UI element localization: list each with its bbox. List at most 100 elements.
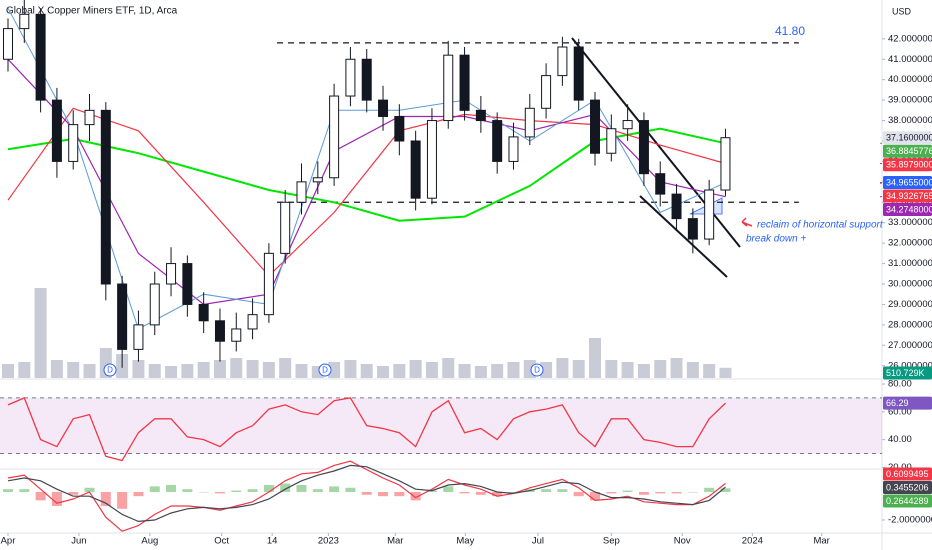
macd-histogram-bar: [573, 491, 584, 497]
volume-bar: [719, 367, 732, 378]
candle-body: [590, 99, 601, 154]
volume-bar: [442, 358, 455, 378]
macd-histogram-bar: [247, 489, 258, 492]
dividend-letter: D: [322, 366, 328, 375]
macd-histogram-bar: [459, 491, 470, 494]
price-label: 66.29: [886, 398, 909, 408]
candle-body: [263, 252, 274, 316]
volume-bar: [686, 362, 699, 378]
volume-bar: [165, 366, 178, 378]
dividend-marker[interactable]: D: [103, 363, 117, 377]
macd-histogram-bar: [296, 484, 307, 492]
candle-body: [655, 173, 666, 195]
volume-bar: [540, 362, 553, 378]
dividend-circle: [318, 363, 332, 377]
volume-bar: [344, 360, 357, 378]
candle-body: [671, 193, 682, 220]
volume-bar: [18, 362, 31, 378]
macd-histogram-bar: [35, 491, 46, 501]
macd-histogram-bar: [687, 491, 698, 493]
x-tick-label: Mar: [387, 536, 403, 547]
macd-histogram-bar: [117, 491, 128, 509]
macd-histogram-bar: [361, 491, 372, 495]
candle-body: [198, 303, 209, 322]
macd-histogram-bar: [329, 486, 340, 492]
candle-body: [638, 120, 649, 175]
macd-histogram-bar: [198, 491, 209, 493]
candle-body: [557, 46, 568, 77]
candle-body: [166, 263, 177, 285]
macd-line: [7, 460, 726, 532]
x-tick-label: 2023: [318, 536, 339, 547]
macd-histogram-bar: [655, 491, 666, 494]
candle-body: [214, 320, 225, 342]
macd-line: [7, 464, 726, 523]
candle-body: [394, 115, 405, 142]
price-label-box: [883, 144, 932, 158]
candle-body: [84, 109, 95, 126]
volume-bar: [148, 364, 161, 378]
macd-histogram-bar: [606, 491, 617, 494]
candle-body: [720, 137, 731, 191]
macd-histogram-bar: [638, 491, 649, 495]
x-tick-label: Jun: [71, 536, 86, 547]
candle-body: [426, 120, 437, 199]
macd-histogram-bar: [280, 483, 291, 492]
candle-body: [573, 46, 584, 101]
candle-body: [524, 107, 535, 138]
macd-histogram-bar: [720, 488, 731, 492]
price-label: 36.8845776: [886, 146, 932, 156]
back-layer: [1, 288, 732, 378]
y-tick-label: 29.0000000: [888, 299, 932, 310]
volume-bar: [328, 362, 341, 378]
macd-histogram-bar: [312, 489, 323, 492]
candle-body: [117, 283, 128, 350]
price-label-box: [883, 494, 932, 508]
candle-body: [606, 128, 617, 154]
candle-body: [475, 109, 486, 122]
price-label-box: [883, 467, 932, 481]
price-label-box: [883, 158, 932, 172]
candle-body: [312, 177, 323, 183]
candle-body: [492, 120, 503, 162]
macd-histogram-bar: [182, 489, 193, 492]
candle-body: [345, 58, 356, 97]
candle-body: [133, 324, 144, 350]
volume-bar: [425, 362, 438, 378]
macd-histogram-bar: [557, 489, 568, 492]
candle-body: [51, 99, 62, 162]
dividend-marker[interactable]: D: [530, 363, 544, 377]
annotation-arrow: [741, 217, 753, 227]
candle-body: [68, 124, 79, 162]
y-tick-label: 32.0000000: [888, 238, 932, 249]
x-tick-label: May: [456, 536, 474, 547]
macd-histogram-bar: [622, 490, 633, 492]
candle-body: [280, 201, 291, 254]
y-tick-label: 38.0000000: [888, 115, 932, 126]
candle-body: [443, 54, 454, 122]
y-tick-label: 33.0000000: [888, 217, 932, 228]
macd-histogram-bar: [2, 489, 13, 492]
macd-histogram-bar: [426, 490, 437, 492]
candle-body: [704, 189, 715, 240]
candle-body: [541, 75, 552, 109]
volume-bar: [132, 360, 145, 378]
volume-bar: [670, 358, 683, 378]
candle-body: [2, 28, 13, 60]
volume-bar: [589, 338, 602, 378]
macd-histogram-bar: [231, 490, 242, 492]
price-label: 37.1600000: [886, 133, 932, 143]
volume-bar: [409, 360, 422, 378]
macd-histogram-bar: [394, 491, 405, 497]
candle-body: [182, 263, 193, 305]
annotation: 41.80: [775, 24, 805, 38]
price-label: 0.2644289: [886, 496, 929, 506]
y-tick-label: 42.0000000: [888, 33, 932, 44]
macd-histogram-bar: [443, 486, 454, 492]
currency-label[interactable]: USD: [892, 6, 912, 16]
dividend-marker[interactable]: D: [318, 363, 332, 377]
candle-body: [622, 120, 633, 130]
volume-bar: [246, 360, 259, 378]
volume-bar: [262, 362, 275, 378]
